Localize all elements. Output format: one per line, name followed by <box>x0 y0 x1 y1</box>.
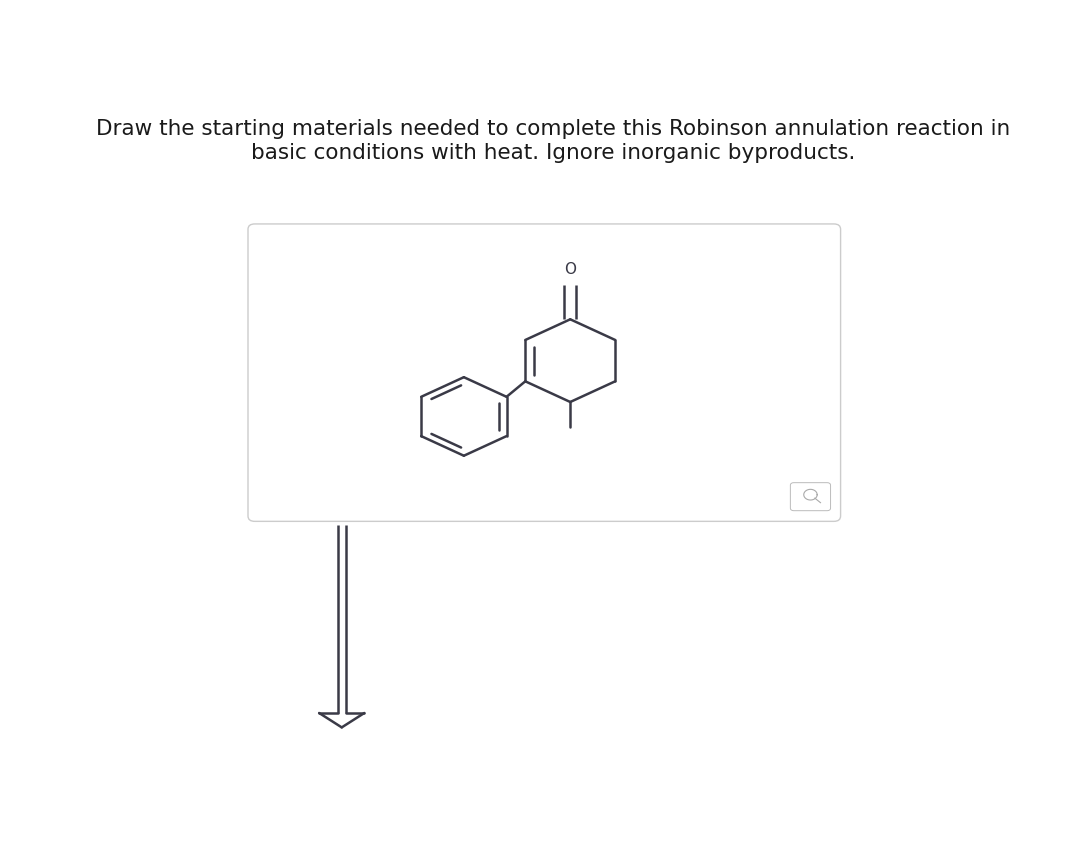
FancyBboxPatch shape <box>791 482 831 511</box>
Text: Draw the starting materials needed to complete this Robinson annulation reaction: Draw the starting materials needed to co… <box>96 119 1011 139</box>
Text: basic conditions with heat. Ignore inorganic byproducts.: basic conditions with heat. Ignore inorg… <box>252 143 855 163</box>
FancyBboxPatch shape <box>248 224 840 521</box>
Text: O: O <box>564 262 577 277</box>
